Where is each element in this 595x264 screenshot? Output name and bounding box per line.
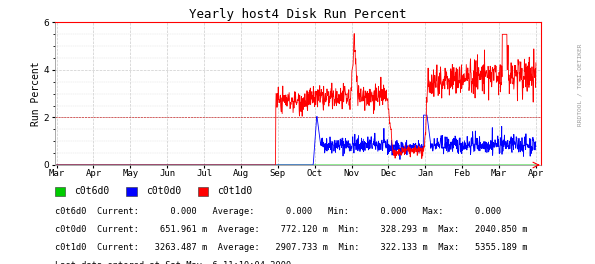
Text: Last data entered at Sat May  6 11:10:04 2000.: Last data entered at Sat May 6 11:10:04 … bbox=[55, 261, 296, 264]
Text: c0t6d0  Current:      0.000   Average:      0.000   Min:      0.000   Max:      : c0t6d0 Current: 0.000 Average: 0.000 Min… bbox=[55, 207, 506, 216]
Text: c0t1d0  Current:   3263.487 m  Average:   2907.733 m  Min:    322.133 m  Max:   : c0t1d0 Current: 3263.487 m Average: 2907… bbox=[55, 243, 527, 252]
Y-axis label: Run Percent: Run Percent bbox=[31, 62, 40, 126]
Text: c0t6d0: c0t6d0 bbox=[74, 186, 109, 196]
Text: c0t0d0  Current:    651.961 m  Average:    772.120 m  Min:    328.293 m  Max:   : c0t0d0 Current: 651.961 m Average: 772.1… bbox=[55, 225, 527, 234]
Title: Yearly host4 Disk Run Percent: Yearly host4 Disk Run Percent bbox=[189, 8, 407, 21]
Text: c0t1d0: c0t1d0 bbox=[217, 186, 252, 196]
Text: RRDTOOL / TOBI OETIKER: RRDTOOL / TOBI OETIKER bbox=[578, 43, 583, 126]
Text: c0t0d0: c0t0d0 bbox=[146, 186, 181, 196]
